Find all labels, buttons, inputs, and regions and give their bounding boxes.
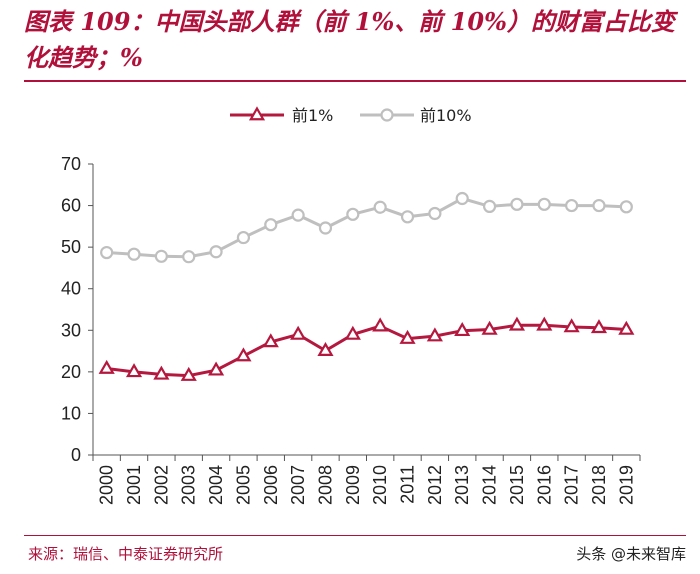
data-point bbox=[290, 325, 307, 340]
legend-item: 前1% bbox=[230, 106, 333, 125]
data-point bbox=[510, 197, 524, 211]
legend-item: 前10% bbox=[360, 106, 472, 125]
data-point bbox=[264, 218, 278, 232]
data-point bbox=[565, 198, 579, 213]
data-point bbox=[125, 363, 143, 378]
data-point bbox=[508, 316, 526, 331]
title-divider bbox=[24, 80, 686, 82]
plot-area bbox=[98, 191, 635, 381]
data-point bbox=[590, 319, 608, 334]
data-point bbox=[291, 208, 305, 222]
x-tick-label: 2000 bbox=[97, 465, 117, 505]
data-point bbox=[482, 199, 497, 214]
x-tick-label: 2008 bbox=[315, 465, 335, 505]
legend-marker bbox=[380, 108, 394, 122]
x-tick-label: 2010 bbox=[370, 465, 390, 505]
data-point bbox=[236, 230, 251, 245]
data-point bbox=[481, 320, 498, 335]
data-point bbox=[618, 320, 635, 335]
x-tick-label: 2007 bbox=[288, 465, 308, 505]
data-point bbox=[262, 333, 279, 348]
y-tick-label: 40 bbox=[61, 279, 81, 299]
x-tick-label: 2019 bbox=[616, 465, 636, 505]
y-tick-label: 20 bbox=[61, 362, 81, 382]
watermark: 头条 @未来智库 bbox=[576, 545, 686, 563]
x-tick-label: 2013 bbox=[452, 465, 472, 505]
data-point bbox=[399, 329, 416, 344]
data-point bbox=[317, 341, 334, 356]
data-point bbox=[346, 207, 360, 221]
source-note: 来源：瑞信、中泰证券研究所 bbox=[28, 545, 224, 563]
y-tick-label: 50 bbox=[61, 237, 81, 257]
data-point bbox=[619, 200, 633, 214]
data-point bbox=[400, 210, 415, 224]
legend-marker bbox=[248, 106, 266, 121]
data-point bbox=[537, 197, 551, 211]
x-tick-label: 2001 bbox=[124, 465, 144, 505]
legend-label: 前10% bbox=[420, 106, 472, 125]
x-tick-label: 2009 bbox=[343, 465, 363, 505]
data-point bbox=[153, 365, 170, 380]
x-axis: 2000 2001 2002 2003 2004 2005 2006 2007 2008 2009… bbox=[92, 454, 641, 505]
x-tick-label: 2012 bbox=[425, 465, 445, 505]
x-tick-label: 2015 bbox=[507, 465, 527, 505]
x-tick-label: 2004 bbox=[206, 465, 226, 505]
x-tick-label: 2018 bbox=[589, 465, 609, 505]
x-tick-label: 2014 bbox=[480, 465, 500, 505]
data-point bbox=[372, 317, 389, 332]
x-tick-label: 2017 bbox=[562, 465, 582, 505]
data-point bbox=[98, 359, 115, 374]
footer-divider bbox=[24, 535, 686, 536]
x-tick-label: 2006 bbox=[261, 465, 281, 505]
data-point bbox=[154, 249, 168, 263]
series-2 bbox=[100, 191, 633, 264]
x-tick-label: 2002 bbox=[151, 465, 171, 505]
series-1 bbox=[98, 316, 635, 381]
data-point bbox=[536, 316, 553, 331]
data-point bbox=[454, 321, 471, 337]
y-tick-label: 60 bbox=[61, 196, 81, 216]
x-tick-label: 2005 bbox=[233, 465, 253, 505]
y-tick-label: 10 bbox=[61, 403, 81, 423]
data-point bbox=[235, 347, 252, 362]
data-point bbox=[209, 245, 223, 259]
data-point bbox=[100, 245, 114, 260]
y-tick-label: 30 bbox=[61, 320, 81, 340]
data-point bbox=[563, 318, 580, 333]
data-point bbox=[592, 198, 606, 213]
y-tick-label: 70 bbox=[61, 154, 81, 174]
data-point bbox=[428, 206, 442, 221]
data-point bbox=[207, 361, 225, 376]
data-point bbox=[318, 221, 333, 235]
y-tick-label: 0 bbox=[71, 445, 81, 465]
data-point bbox=[426, 327, 443, 342]
data-point bbox=[344, 325, 361, 340]
chart-legend: 前1% 前10% bbox=[230, 106, 472, 125]
data-point bbox=[180, 366, 197, 381]
data-point bbox=[455, 191, 469, 206]
data-point bbox=[182, 250, 196, 264]
data-point bbox=[127, 247, 141, 261]
x-tick-label: 2016 bbox=[534, 465, 554, 505]
x-tick-label: 2011 bbox=[398, 465, 418, 504]
x-tick-label: 2003 bbox=[179, 465, 199, 505]
chart-title: 图表 109：中国头部人群（前 1%、前 10%）的财富占比变化趋势；% bbox=[24, 7, 675, 72]
data-point bbox=[373, 200, 387, 214]
legend-label: 前1% bbox=[292, 106, 333, 125]
y-axis: 0 10 20 30 40 50 60 70 bbox=[61, 154, 94, 465]
series-line bbox=[106, 323, 627, 378]
